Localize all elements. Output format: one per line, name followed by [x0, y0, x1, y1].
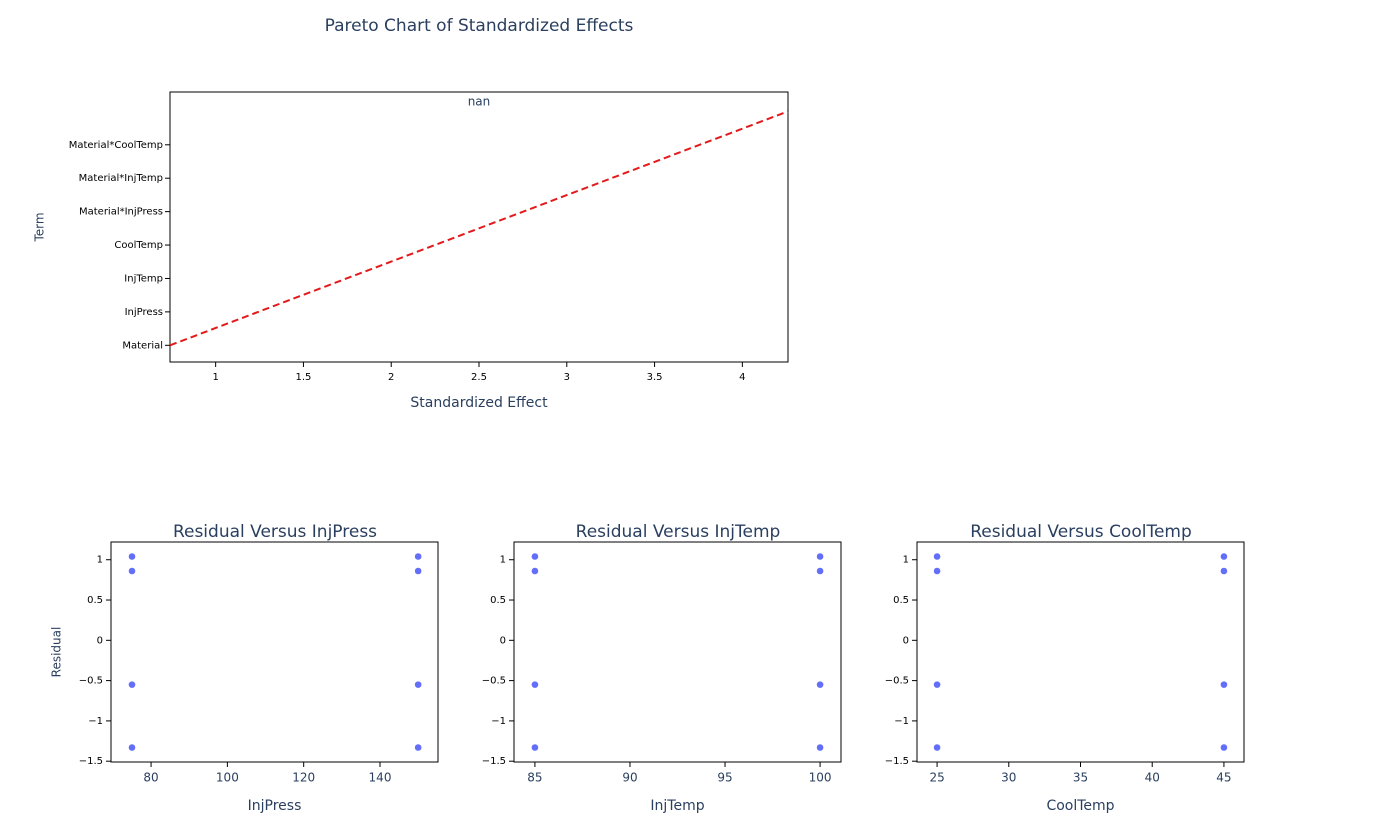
x-tick-label: 45	[1216, 771, 1231, 785]
point	[1220, 567, 1228, 575]
x-tick-label: 95	[717, 771, 732, 785]
x-tick-label: 30	[1001, 771, 1016, 785]
point	[531, 744, 539, 751]
y-axis-title: Term	[33, 212, 47, 242]
y-tick-label: 1	[903, 555, 909, 566]
point	[816, 553, 824, 560]
x-tick-label: 1.5	[295, 372, 311, 383]
y-tick-label: 0.5	[87, 595, 103, 606]
x-tick-label: 100	[809, 771, 832, 785]
point	[1220, 553, 1228, 560]
point	[1220, 681, 1228, 688]
y-tick-label: 0	[500, 635, 506, 646]
point	[816, 744, 824, 751]
annotation: nan	[468, 95, 491, 109]
point	[816, 681, 824, 688]
point	[531, 681, 539, 688]
x-tick-label: 35	[1073, 771, 1088, 785]
x-tick-label: 40	[1145, 771, 1160, 785]
y-tick-label: InjPress	[125, 307, 163, 318]
point	[933, 553, 941, 560]
y-tick-label: 1	[500, 555, 506, 566]
plot-frame	[513, 541, 842, 763]
plot-frame	[916, 541, 1245, 763]
point	[933, 567, 941, 575]
point	[816, 567, 824, 575]
chart-title: Residual Versus InjPress	[173, 522, 377, 542]
point	[933, 681, 941, 688]
y-tick-label: −1	[894, 716, 909, 727]
point	[414, 681, 422, 688]
point	[128, 744, 136, 751]
x-axis-title: Standardized Effect	[410, 395, 548, 411]
y-tick-label: 0.5	[893, 595, 909, 606]
y-tick-label: −0.5	[79, 676, 103, 687]
y-tick-label: −1	[491, 716, 506, 727]
x-tick-label: 2.5	[471, 372, 487, 383]
plot-frame	[110, 541, 439, 763]
y-tick-label: 0.5	[490, 595, 506, 606]
x-tick-label: 140	[369, 771, 392, 785]
point	[933, 744, 941, 751]
x-tick-label: 90	[622, 771, 637, 785]
point	[414, 567, 422, 575]
x-tick-label: 100	[216, 771, 239, 785]
x-tick-label: 85	[527, 771, 542, 785]
x-axis-title: InjPress	[248, 798, 302, 814]
y-tick-label: Material*InjTemp	[79, 173, 163, 184]
y-tick-label: 0	[97, 635, 103, 646]
y-tick-label: −1.5	[885, 756, 909, 767]
y-tick-label: −1.5	[482, 756, 506, 767]
reference-line	[169, 110, 789, 347]
y-tick-label: CoolTemp	[114, 240, 163, 251]
x-tick-label: 2	[388, 372, 394, 383]
y-axis-title: Residual	[50, 627, 64, 678]
y-tick-label: Material*InjPress	[79, 207, 163, 218]
point	[531, 567, 539, 575]
plot-frame	[169, 91, 789, 363]
x-axis-title: CoolTemp	[1046, 798, 1114, 814]
x-tick-label: 3.5	[647, 372, 663, 383]
x-axis-title: InjTemp	[650, 798, 704, 814]
point	[128, 553, 136, 560]
x-tick-label: 4	[739, 372, 745, 383]
y-tick-label: Material*CoolTemp	[69, 140, 163, 151]
y-tick-label: InjTemp	[124, 273, 163, 284]
point	[1220, 744, 1228, 751]
y-tick-label: −0.5	[482, 676, 506, 687]
chart-title: Pareto Chart of Standardized Effects	[325, 16, 634, 36]
point	[414, 553, 422, 560]
y-tick-label: −1.5	[79, 756, 103, 767]
x-tick-label: 1	[212, 372, 218, 383]
x-tick-label: 3	[564, 372, 570, 383]
point	[128, 567, 136, 575]
y-tick-label: −0.5	[885, 676, 909, 687]
x-tick-label: 80	[143, 771, 158, 785]
y-tick-label: 0	[903, 635, 909, 646]
chart-title: Residual Versus CoolTemp	[970, 522, 1192, 542]
y-tick-label: −1	[88, 716, 103, 727]
y-tick-label: 1	[97, 555, 103, 566]
x-tick-label: 25	[929, 771, 944, 785]
point	[531, 553, 539, 560]
y-tick-label: Material	[122, 340, 163, 351]
point	[128, 681, 136, 688]
point	[414, 744, 422, 751]
chart-title: Residual Versus InjTemp	[576, 522, 781, 542]
x-tick-label: 120	[292, 771, 315, 785]
